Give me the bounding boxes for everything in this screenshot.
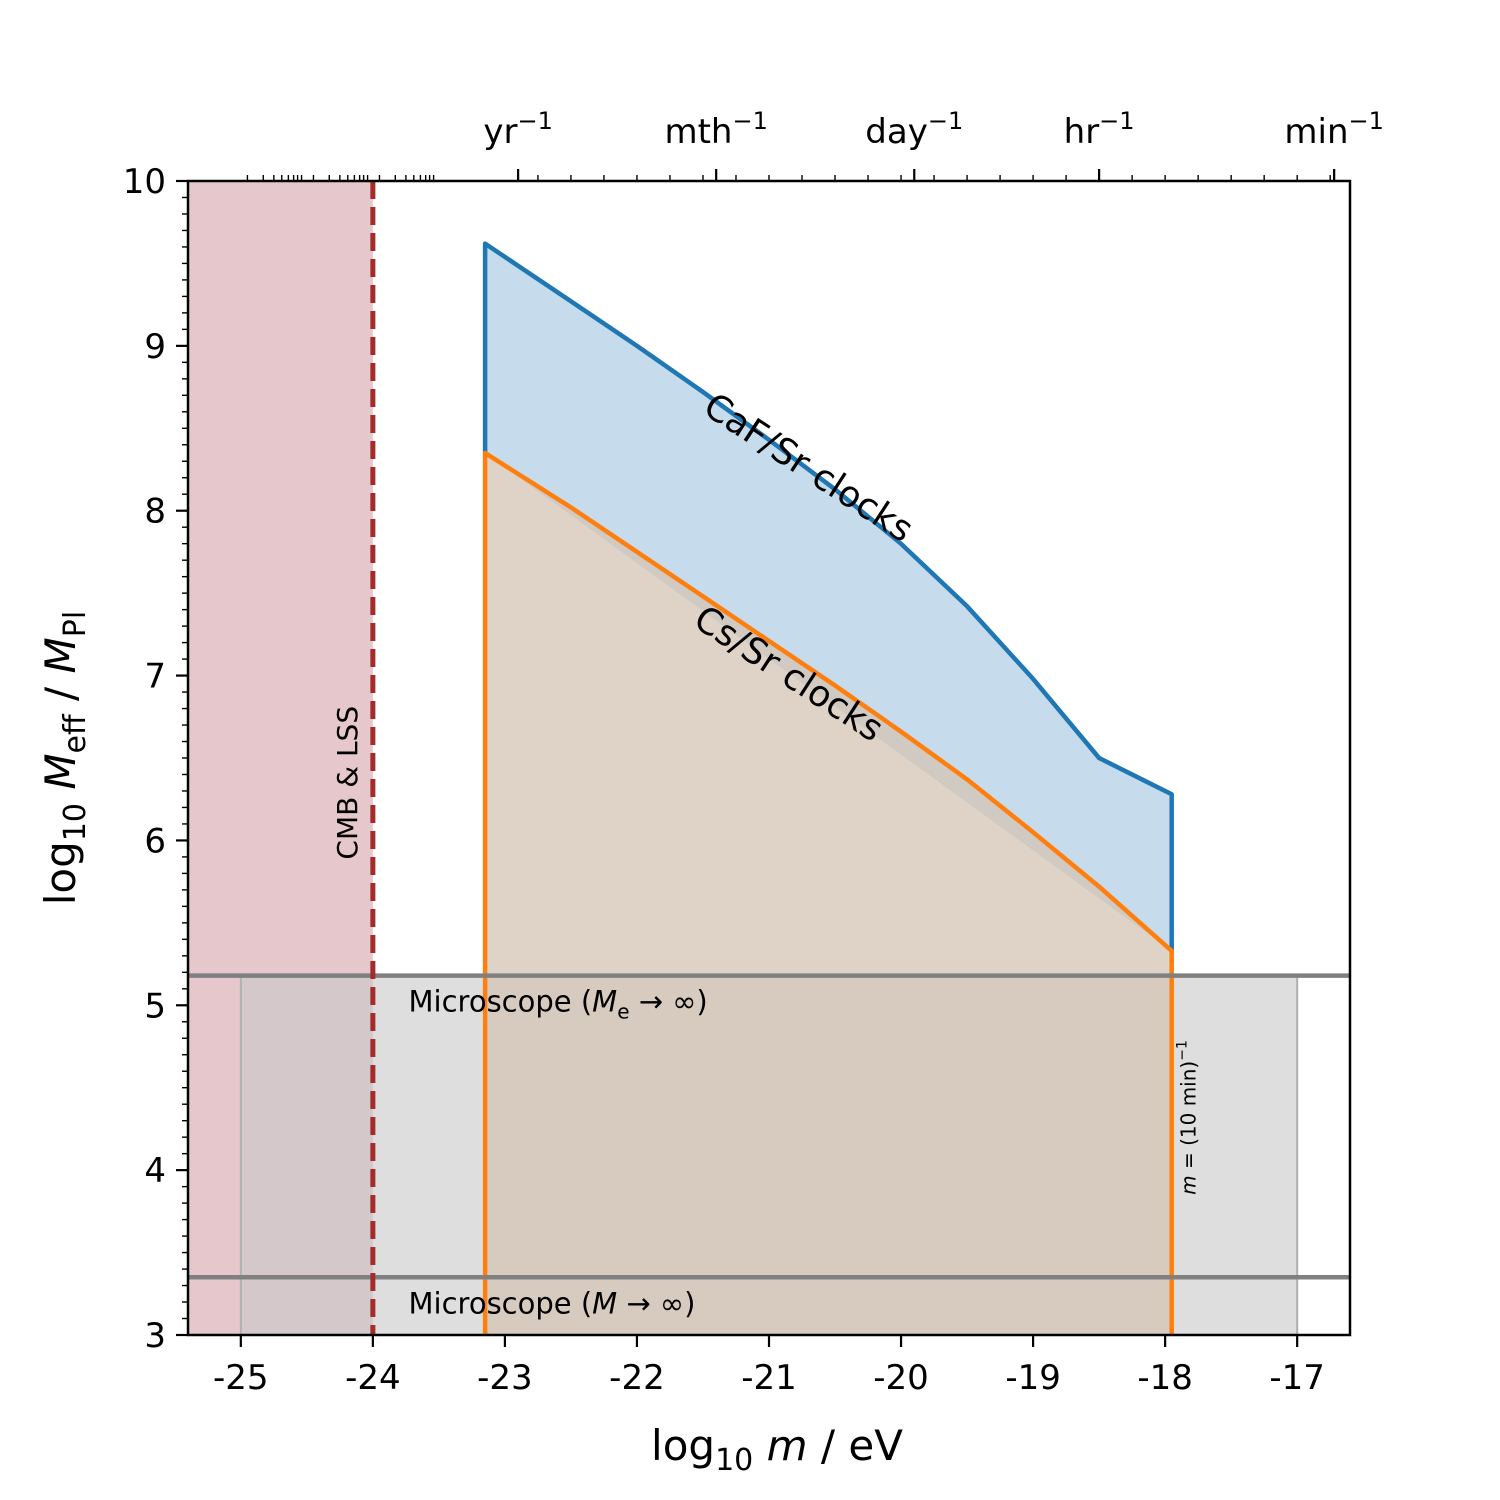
plot-area <box>188 181 1350 1335</box>
top-axis-label-exp: −1 <box>517 107 552 135</box>
y-tick-label: 5 <box>144 986 166 1026</box>
x-tick-label: -20 <box>873 1358 929 1398</box>
y-tick-label: 9 <box>144 327 166 367</box>
top-axis-label-exp: −1 <box>1099 107 1134 135</box>
y-axis-title-slash: / <box>36 673 85 714</box>
top-axis-label-base: min <box>1284 112 1348 152</box>
series-line-cs-sr <box>482 450 1174 1335</box>
ten-minute-label-exp: −1 <box>1175 1040 1191 1061</box>
x-tick-label: -22 <box>609 1358 665 1398</box>
microscope-label-1: Microscope (Me → ∞) <box>409 985 708 1024</box>
x-tick-label: -21 <box>741 1358 797 1398</box>
microscope-label-post: → ∞) <box>617 1286 695 1320</box>
y-tick-label: 3 <box>144 1316 166 1356</box>
x-axis-title-log: log <box>651 1421 715 1470</box>
x-axis-title: log10 m / eV <box>651 1421 903 1478</box>
series-fill-cs-sr <box>485 453 1172 1335</box>
y-axis-title-log: log <box>36 841 85 905</box>
top-axis-label-base: mth <box>664 112 732 152</box>
top-axis-label: mth−1 <box>664 107 767 152</box>
top-axis-label: day−1 <box>865 107 963 152</box>
microscope-label-var: M <box>592 985 617 1019</box>
y-tick-label: 10 <box>123 162 166 202</box>
top-axis-label-base: day <box>865 112 928 152</box>
y-tick-label: 8 <box>144 492 166 532</box>
top-axis-label: min−1 <box>1284 107 1384 152</box>
microscope-label-2: Microscope (M → ∞) <box>409 1286 696 1320</box>
microscope-label-pre: Microscope ( <box>409 1286 593 1320</box>
x-tick-label: -23 <box>477 1358 533 1398</box>
y-tick-label: 7 <box>144 657 166 697</box>
y-tick-label: 4 <box>144 1151 166 1191</box>
series-line-caf-sr <box>482 241 1174 951</box>
axes: -25 -24 -23 -22 -21 -20 -19 -18 -17345678910yr−1… <box>123 107 1384 1398</box>
microscope-label-var: M <box>592 1286 617 1320</box>
y-axis-title-den: M <box>36 637 85 673</box>
ten-minute-label-var: m <box>1177 1175 1201 1194</box>
y-axis-title-var-sub: eff <box>58 713 93 753</box>
plot-content <box>188 181 1350 1335</box>
x-axis-title-sub: 10 <box>715 1443 753 1478</box>
microscope-label-post: → ∞) <box>630 985 708 1019</box>
y-axis-title-den-sub: Pl <box>58 611 93 637</box>
x-tick-label: -18 <box>1137 1358 1193 1398</box>
top-axis-label-base: yr <box>483 112 517 152</box>
x-axis-title-var: m <box>753 1421 807 1470</box>
top-axis-label-exp: −1 <box>732 107 767 135</box>
microscope-label-sub: e <box>617 1000 629 1024</box>
top-axis-label-exp: −1 <box>928 107 963 135</box>
x-tick-label: -17 <box>1269 1358 1325 1398</box>
x-axis-title-unit: / eV <box>808 1421 904 1470</box>
series-fill-caf-sr <box>485 243 1172 951</box>
ten-minute-label: m = (10 min)−1 <box>1175 1040 1201 1195</box>
y-axis-title: log10 Meff / MPl <box>36 611 93 906</box>
ten-minute-label-text: = (10 min) <box>1177 1061 1201 1176</box>
y-axis-title-sub: 10 <box>58 803 93 841</box>
microscope-label-pre: Microscope ( <box>409 985 593 1019</box>
y-tick-label: 6 <box>144 821 166 861</box>
x-tick-label: -24 <box>345 1358 401 1398</box>
y-axis-title-var: M <box>36 753 85 803</box>
x-tick-label: -25 <box>213 1358 269 1398</box>
x-tick-label: -19 <box>1005 1358 1061 1398</box>
cmb-lss-label: CMB & LSS <box>331 706 364 860</box>
top-axis-label-exp: −1 <box>1349 107 1384 135</box>
top-axis-label-base: hr <box>1064 112 1100 152</box>
top-axis-label: hr−1 <box>1064 107 1135 152</box>
top-axis-label: yr−1 <box>483 107 553 152</box>
